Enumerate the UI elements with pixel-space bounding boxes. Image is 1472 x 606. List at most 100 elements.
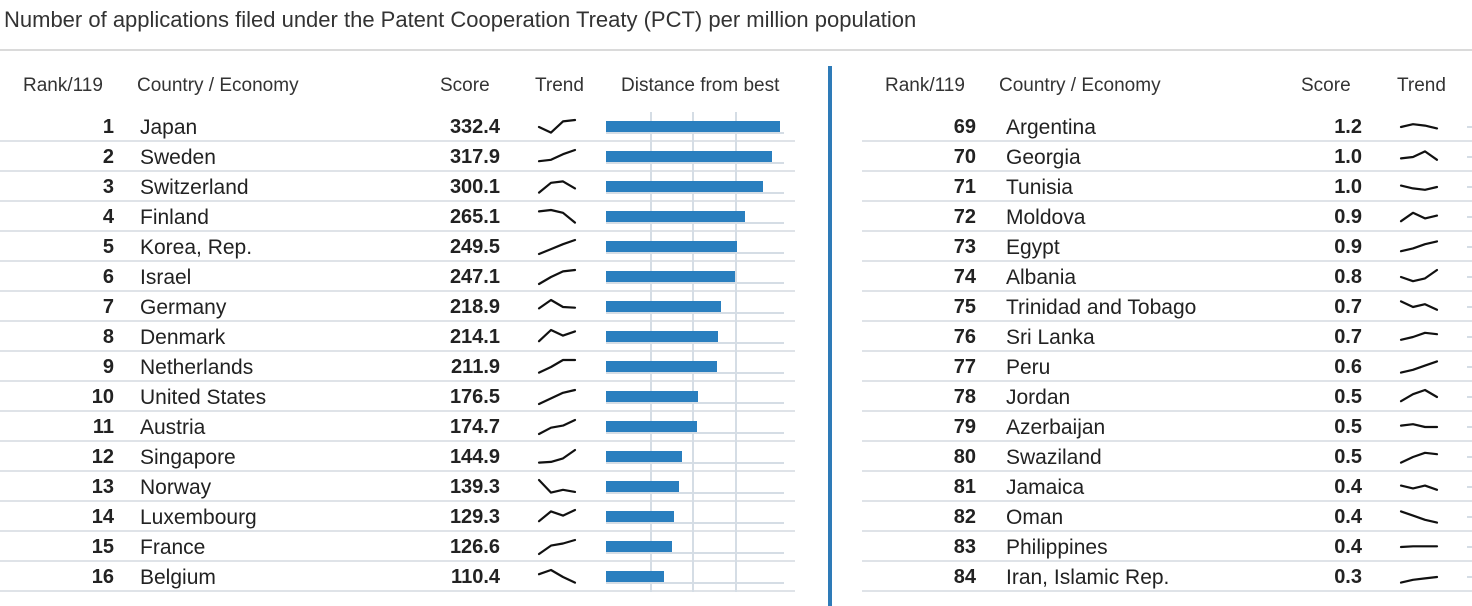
country-name: Korea, Rep. (140, 236, 253, 259)
trend-sparkline (1399, 292, 1439, 327)
table-row: 15 France 126.6 (0, 532, 795, 562)
trend-sparkline (1399, 412, 1439, 447)
country-name: Norway (140, 476, 212, 499)
panel-divider (828, 66, 832, 606)
country-name: Oman (1006, 506, 1064, 529)
distance-gridline (735, 442, 737, 472)
distance-baseline (606, 312, 784, 314)
rank-value: 12 (91, 446, 114, 468)
trend-sparkline (1399, 562, 1439, 597)
trend-sparkline-svg (537, 298, 577, 310)
score-value: 174.7 (449, 416, 500, 438)
distance-track (606, 322, 790, 352)
distance-baseline (606, 462, 784, 464)
table-row: 3 Switzerland 300.1 (0, 172, 795, 202)
rank-value: 79 (953, 416, 976, 438)
score-value: 0.4 (1334, 506, 1362, 528)
distance-baseline (606, 342, 784, 344)
score-value: 126.6 (449, 536, 500, 558)
trend-sparkline-svg (537, 328, 577, 343)
distance-baseline (606, 582, 784, 584)
trend-sparkline (537, 442, 577, 477)
score-value: 139.3 (449, 476, 500, 498)
table-row: 78 Jordan 0.5 (862, 382, 1472, 412)
table-row: 13 Norway 139.3 (0, 472, 795, 502)
table-row: 71 Tunisia 1.0 (862, 172, 1472, 202)
rank-value: 7 (102, 296, 114, 318)
distance-stub (1467, 336, 1472, 338)
distance-track (606, 532, 790, 562)
row-divider (862, 140, 1472, 142)
rank-value: 82 (953, 506, 976, 528)
trend-sparkline (537, 262, 577, 297)
country-name: Trinidad and Tobago (1006, 296, 1197, 319)
trend-sparkline (1399, 202, 1439, 237)
trend-sparkline (537, 292, 577, 327)
row-divider (0, 530, 795, 532)
country-name: Jamaica (1006, 476, 1085, 499)
country-name: Sweden (140, 146, 216, 169)
distance-gridline (735, 322, 737, 352)
rank-value: 72 (953, 206, 976, 228)
distance-baseline (606, 372, 784, 374)
rank-value: 1 (102, 116, 114, 138)
row-divider (862, 500, 1472, 502)
distance-track (606, 412, 790, 442)
distance-bar (606, 571, 664, 582)
row-divider (0, 410, 795, 412)
trend-sparkline-svg (1399, 123, 1439, 130)
trend-line (1399, 150, 1439, 161)
right-header-rank: Rank/119 (885, 75, 965, 96)
distance-track (606, 352, 790, 382)
trend-sparkline-svg (1399, 451, 1439, 464)
trend-line (537, 298, 577, 310)
score-value: 110.4 (451, 566, 500, 588)
trend-line (537, 148, 577, 163)
trend-line (537, 268, 577, 286)
table-row: 77 Peru 0.6 (862, 352, 1472, 382)
left-header-distance: Distance from best (621, 75, 780, 96)
row-divider (0, 230, 795, 232)
table-row: 11 Austria 174.7 (0, 412, 795, 442)
score-value: 332.4 (449, 116, 500, 138)
table-row: 12 Singapore 144.9 (0, 442, 795, 472)
distance-stub (1467, 186, 1472, 188)
trend-sparkline-svg (537, 418, 577, 436)
rank-value: 15 (91, 536, 114, 558)
country-name: Albania (1006, 266, 1077, 289)
trend-sparkline (1399, 112, 1439, 147)
trend-sparkline (537, 232, 577, 267)
distance-stub (1467, 276, 1472, 278)
distance-track (606, 562, 790, 592)
country-name: Luxembourg (140, 506, 257, 529)
trend-sparkline (537, 382, 577, 417)
trend-sparkline-svg (1399, 268, 1439, 283)
trend-line (537, 508, 577, 523)
trend-sparkline (1399, 322, 1439, 357)
row-divider (0, 350, 795, 352)
trend-sparkline-svg (1399, 240, 1439, 253)
score-value: 317.9 (449, 146, 500, 168)
distance-gridline (735, 502, 737, 532)
trend-line (537, 448, 577, 464)
trend-line (1399, 423, 1439, 429)
distance-bar (606, 391, 699, 402)
trend-sparkline (537, 172, 577, 207)
trend-line (1399, 360, 1439, 374)
score-value: 0.5 (1334, 446, 1362, 468)
distance-stub (1467, 306, 1472, 308)
left-header-rank: Rank/119 (23, 75, 103, 96)
country-name: Philippines (1006, 536, 1108, 559)
country-name: Denmark (140, 326, 226, 349)
trend-sparkline-svg (537, 180, 577, 194)
rank-value: 78 (953, 386, 976, 408)
score-value: 176.5 (449, 386, 500, 408)
trend-line (537, 358, 577, 374)
score-value: 144.9 (449, 446, 500, 468)
country-name: United States (140, 386, 267, 409)
distance-baseline (606, 432, 784, 434)
row-divider (862, 230, 1472, 232)
distance-gridline (692, 532, 694, 562)
table-row: 72 Moldova 0.9 (862, 202, 1472, 232)
country-name: Austria (140, 416, 206, 439)
